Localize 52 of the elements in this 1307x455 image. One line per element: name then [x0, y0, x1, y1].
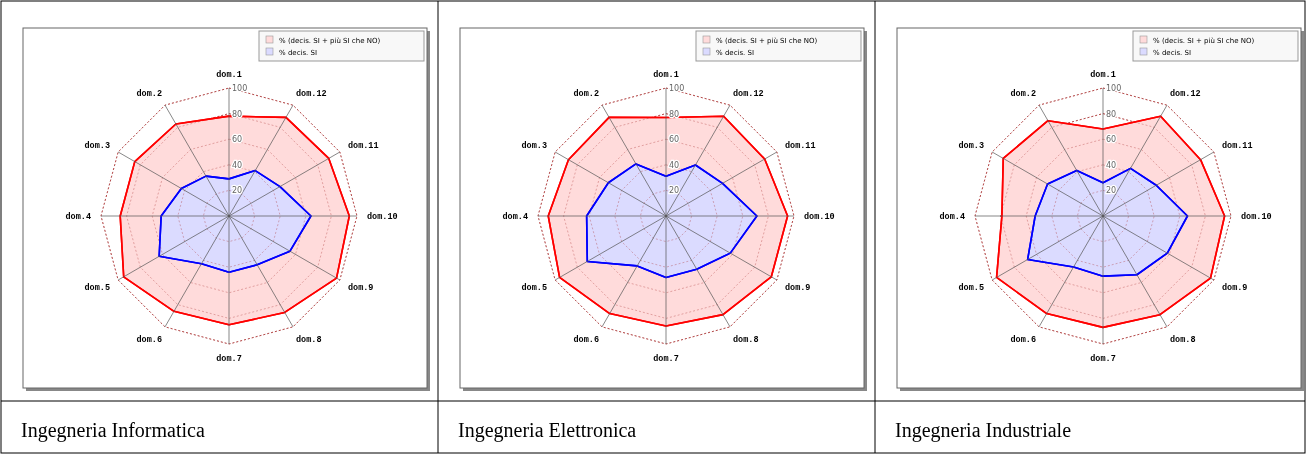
spoke-label: dom.10 [804, 212, 835, 222]
y-tick-label: 100 [232, 84, 248, 93]
spoke-label: dom.6 [573, 334, 599, 345]
spoke-label: dom.4 [65, 212, 91, 222]
spoke-label: dom.8 [733, 334, 759, 345]
y-tick-label: 20 [232, 186, 243, 196]
spoke-label: dom.9 [347, 283, 374, 293]
spoke-label: dom.3 [958, 141, 985, 151]
text: Ingegneria Elettronica [458, 419, 637, 442]
spoke-label: dom.1 [216, 70, 242, 80]
spoke-label: dom.5 [521, 283, 548, 293]
y-tick-label: 60 [1106, 135, 1117, 145]
spoke-label: dom.4 [939, 212, 965, 222]
spoke-label: dom.6 [1010, 334, 1036, 345]
y-tick-label: 20 [1106, 186, 1117, 196]
y-tick-label: 20 [669, 186, 680, 196]
spoke-label: dom.7 [1090, 354, 1116, 364]
spoke-label: dom.1 [653, 70, 679, 80]
spoke-label: dom.11 [347, 141, 379, 151]
y-tick-label: 40 [669, 160, 680, 170]
spoke-label: dom.5 [958, 283, 985, 293]
y-tick-label: 40 [1106, 160, 1117, 170]
y-tick-label: 80 [1106, 109, 1117, 119]
spoke-label: dom.2 [573, 89, 599, 100]
spoke-label: dom.1 [1090, 70, 1116, 80]
spoke-label: dom.6 [136, 334, 162, 345]
spoke-label: dom.8 [296, 334, 322, 345]
spoke-label: dom.7 [216, 354, 242, 364]
spoke-label: dom.2 [1010, 89, 1036, 100]
spoke-label: dom.9 [1221, 283, 1248, 293]
spoke-label: dom.7 [653, 354, 679, 364]
spoke-label: dom.5 [84, 283, 111, 293]
spoke-label: dom.12 [296, 89, 327, 100]
spoke-label: dom.11 [1221, 141, 1253, 151]
spoke-label: dom.3 [84, 141, 111, 151]
spoke-label: dom.4 [502, 212, 528, 222]
y-tick-label: 60 [232, 135, 243, 145]
spoke-label: dom.8 [1170, 334, 1196, 345]
spoke-label: dom.12 [733, 89, 764, 100]
spoke-label: dom.12 [1170, 89, 1201, 100]
spoke-label: dom.11 [784, 141, 816, 151]
spoke-label: dom.10 [1241, 212, 1272, 222]
y-tick-label: 100 [669, 84, 685, 93]
y-tick-label: 40 [232, 160, 243, 170]
spoke-label: dom.10 [367, 212, 398, 222]
spoke-label: dom.9 [784, 283, 811, 293]
text: Ingegneria Informatica [21, 419, 205, 442]
spoke-label: dom.3 [521, 141, 548, 151]
y-tick-label: 100 [1106, 84, 1122, 93]
spoke-label: dom.2 [136, 89, 162, 100]
y-tick-label: 60 [669, 135, 680, 145]
text: Ingegneria Industriale [895, 419, 1072, 442]
